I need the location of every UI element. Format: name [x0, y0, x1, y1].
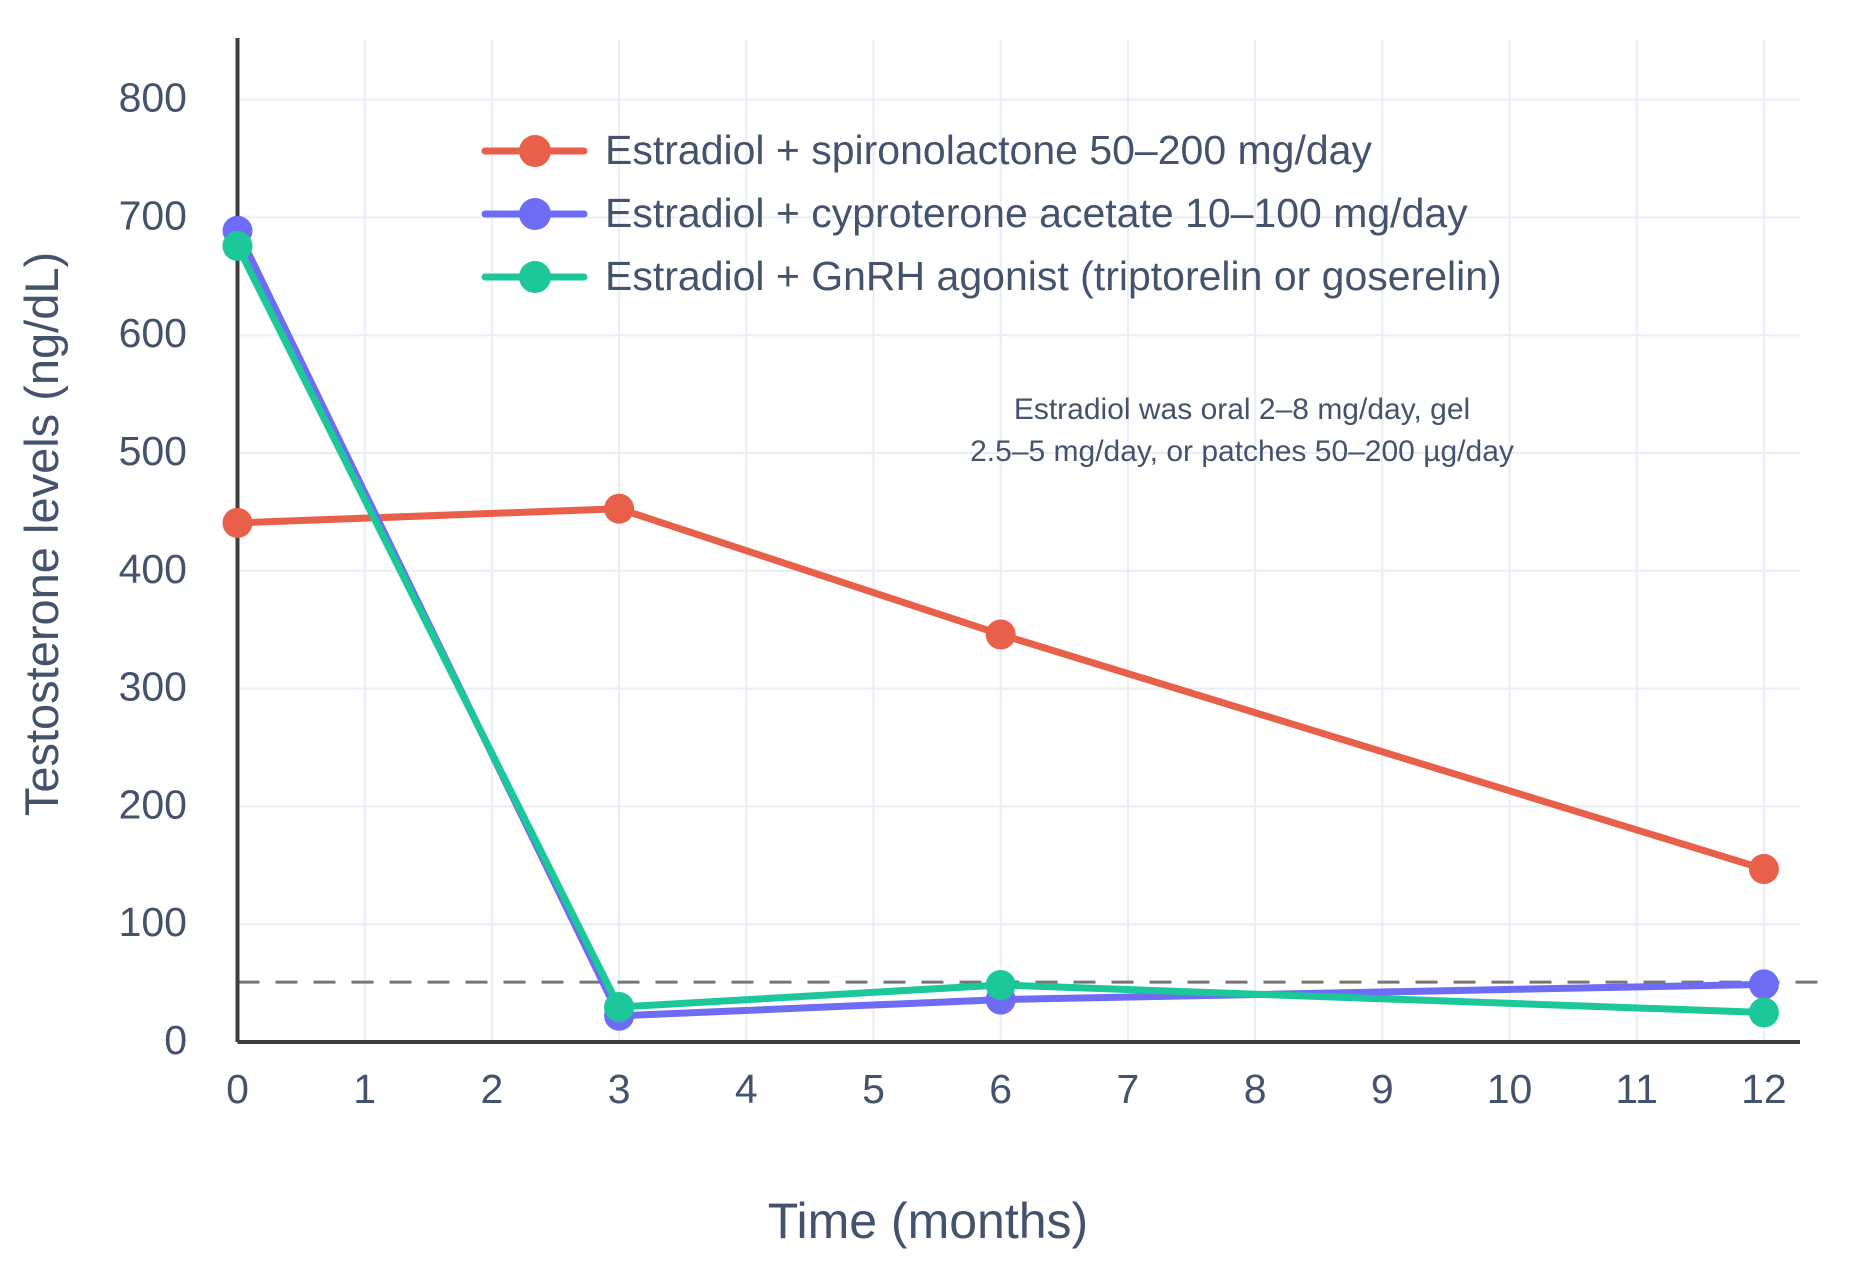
svg-text:Estradiol + GnRH agonist (trip: Estradiol + GnRH agonist (triptorelin or…	[605, 253, 1502, 299]
svg-text:200: 200	[119, 781, 187, 827]
svg-text:4: 4	[735, 1066, 758, 1112]
svg-text:7: 7	[1116, 1066, 1139, 1112]
svg-text:8: 8	[1244, 1066, 1267, 1112]
svg-text:2: 2	[480, 1066, 503, 1112]
svg-text:Estradiol + spironolactone 50–: Estradiol + spironolactone 50–200 mg/day	[605, 127, 1372, 173]
svg-text:800: 800	[119, 75, 187, 121]
svg-text:Estradiol + cyproterone acetat: Estradiol + cyproterone acetate 10–100 m…	[605, 190, 1468, 236]
svg-text:100: 100	[119, 899, 187, 945]
svg-text:11: 11	[1615, 1066, 1658, 1112]
svg-text:0: 0	[164, 1017, 187, 1063]
svg-text:6: 6	[989, 1066, 1012, 1112]
svg-text:700: 700	[119, 192, 187, 238]
svg-text:600: 600	[119, 310, 187, 356]
svg-text:500: 500	[119, 428, 187, 474]
svg-text:300: 300	[119, 664, 187, 710]
svg-text:5: 5	[862, 1066, 885, 1112]
svg-text:9: 9	[1371, 1066, 1394, 1112]
svg-text:3: 3	[608, 1066, 631, 1112]
svg-text:1: 1	[353, 1066, 376, 1112]
svg-text:400: 400	[119, 546, 187, 592]
svg-text:10: 10	[1487, 1066, 1533, 1112]
svg-text:0: 0	[226, 1066, 249, 1112]
svg-text:12: 12	[1741, 1066, 1787, 1112]
